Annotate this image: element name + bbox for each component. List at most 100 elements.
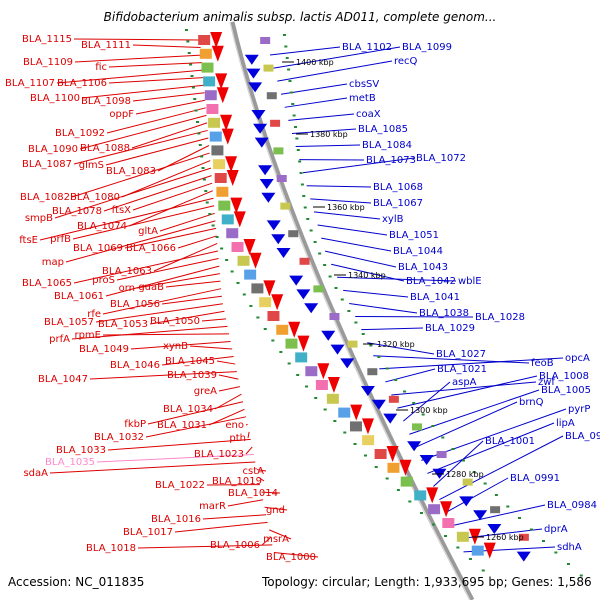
gene-arrow[interactable] xyxy=(276,248,291,258)
gene-block[interactable] xyxy=(456,531,469,542)
gene-label[interactable]: BLA_1033 xyxy=(56,445,106,456)
gene-label[interactable]: BLA_1044 xyxy=(393,246,443,257)
gene-label[interactable]: BLA_1057 xyxy=(44,317,94,328)
gene-label[interactable]: BLA_1041 xyxy=(410,292,460,303)
gene-label[interactable]: BLA_1043 xyxy=(398,262,448,273)
gene-label[interactable]: BLA_1078 xyxy=(52,206,102,217)
gene-label[interactable]: BLA_1038 xyxy=(419,308,469,319)
gene-arrow[interactable] xyxy=(251,110,266,120)
gene-label[interactable]: feoB xyxy=(531,358,554,369)
gene-block[interactable] xyxy=(270,119,281,127)
gene-label[interactable]: BLA_1092 xyxy=(55,128,105,139)
gene-block[interactable] xyxy=(208,117,221,128)
gene-arrow[interactable] xyxy=(473,510,488,521)
gene-block[interactable] xyxy=(362,435,375,446)
gene-label[interactable]: gnd xyxy=(266,505,285,516)
gene-arrow[interactable] xyxy=(440,501,453,518)
gene-label[interactable]: lipA xyxy=(556,418,575,429)
gene-label[interactable]: orn xyxy=(119,283,135,294)
gene-label[interactable]: BLA_1023 xyxy=(194,449,244,460)
gene-block[interactable] xyxy=(374,449,387,459)
gene-label[interactable]: opcA xyxy=(565,353,590,364)
gene-label[interactable]: BLA_1035 xyxy=(45,457,95,468)
gene-label[interactable]: BLA_1061 xyxy=(54,291,104,302)
gene-label[interactable]: BLA_1027 xyxy=(436,349,486,360)
gene-label[interactable]: coaX xyxy=(356,109,381,120)
gene-arrow[interactable] xyxy=(419,455,434,465)
gene-block[interactable] xyxy=(436,451,447,458)
gene-label[interactable]: fkbP xyxy=(124,419,146,430)
gene-block[interactable] xyxy=(295,352,308,363)
gene-arrow[interactable] xyxy=(483,542,496,559)
gene-label[interactable]: BLA_1063 xyxy=(102,266,152,277)
gene-label[interactable]: BLA_1082 xyxy=(20,192,70,203)
gene-block[interactable] xyxy=(204,90,217,101)
gene-arrow[interactable] xyxy=(243,239,256,255)
gene-block[interactable] xyxy=(213,159,226,170)
gene-label[interactable]: BLA_1088 xyxy=(80,143,130,154)
gene-arrow[interactable] xyxy=(221,128,234,145)
gene-arrow[interactable] xyxy=(266,220,281,231)
gene-block[interactable] xyxy=(442,518,455,528)
gene-label[interactable]: recQ xyxy=(394,56,418,67)
gene-label[interactable]: BLA_1022 xyxy=(155,480,205,491)
gene-label[interactable]: BLA_1000 xyxy=(266,552,316,563)
gene-label[interactable]: cbsSV xyxy=(349,79,379,90)
gene-label[interactable]: BLA_1021 xyxy=(437,364,487,375)
gene-arrow[interactable] xyxy=(271,234,286,245)
gene-block[interactable] xyxy=(214,173,227,183)
gene-label[interactable]: eno xyxy=(225,420,244,431)
gene-block[interactable] xyxy=(209,131,222,142)
gene-arrow[interactable] xyxy=(246,68,261,79)
gene-label[interactable]: prfB xyxy=(50,234,71,245)
gene-arrow[interactable] xyxy=(304,303,319,314)
gene-block[interactable] xyxy=(305,366,318,377)
gene-label[interactable]: rpmE xyxy=(74,330,101,341)
gene-arrow[interactable] xyxy=(253,123,268,134)
gene-block[interactable] xyxy=(267,311,280,321)
gene-label[interactable]: guaB xyxy=(138,282,164,293)
gene-label[interactable]: BLA_1039 xyxy=(167,370,217,381)
gene-arrow[interactable] xyxy=(210,32,223,48)
gene-label[interactable]: BLA_0984 xyxy=(547,500,597,511)
gene-arrow[interactable] xyxy=(289,275,304,286)
gene-block[interactable] xyxy=(471,545,484,556)
gene-label[interactable]: BLA_1051 xyxy=(389,230,439,241)
gene-arrow[interactable] xyxy=(263,280,276,297)
gene-block[interactable] xyxy=(326,393,339,404)
gene-label[interactable]: BLA_1016 xyxy=(151,514,201,525)
gene-arrow[interactable] xyxy=(216,87,229,104)
gene-label[interactable]: BLA_1049 xyxy=(79,344,129,355)
gene-arrow[interactable] xyxy=(327,377,340,393)
gene-block[interactable] xyxy=(490,506,501,514)
gene-block[interactable] xyxy=(276,324,289,335)
gene-block[interactable] xyxy=(206,104,219,114)
gene-block[interactable] xyxy=(388,395,399,403)
gene-label[interactable]: fic xyxy=(95,62,107,73)
gene-label[interactable]: xylB xyxy=(382,214,404,225)
gene-label[interactable]: BLA_0995 xyxy=(565,431,600,442)
gene-arrow[interactable] xyxy=(407,441,422,452)
gene-block[interactable] xyxy=(211,145,224,156)
gene-label[interactable]: BLA_1046 xyxy=(110,360,160,371)
gene-label[interactable]: BLA_1085 xyxy=(358,124,408,135)
gene-arrow[interactable] xyxy=(297,335,310,352)
gene-arrow[interactable] xyxy=(215,73,228,90)
gene-arrow[interactable] xyxy=(220,114,233,131)
gene-block[interactable] xyxy=(285,338,298,349)
gene-label[interactable]: map xyxy=(42,257,64,268)
gene-arrow[interactable] xyxy=(230,197,243,214)
gene-block[interactable] xyxy=(329,313,340,320)
gene-arrow[interactable] xyxy=(340,358,355,369)
gene-label[interactable]: BLA_1106 xyxy=(57,78,107,89)
gene-label[interactable]: BLA_1073 xyxy=(366,155,416,166)
gene-arrow[interactable] xyxy=(249,252,262,269)
gene-arrow[interactable] xyxy=(233,211,246,228)
gene-arrow[interactable] xyxy=(211,45,224,62)
gene-arrow[interactable] xyxy=(288,321,301,338)
gene-arrow[interactable] xyxy=(350,404,363,421)
gene-label[interactable]: oppF xyxy=(109,109,134,120)
gene-label[interactable]: BLA_1069 xyxy=(73,243,123,254)
gene-label[interactable]: BLA_1098 xyxy=(81,96,131,107)
gene-block[interactable] xyxy=(280,202,291,210)
